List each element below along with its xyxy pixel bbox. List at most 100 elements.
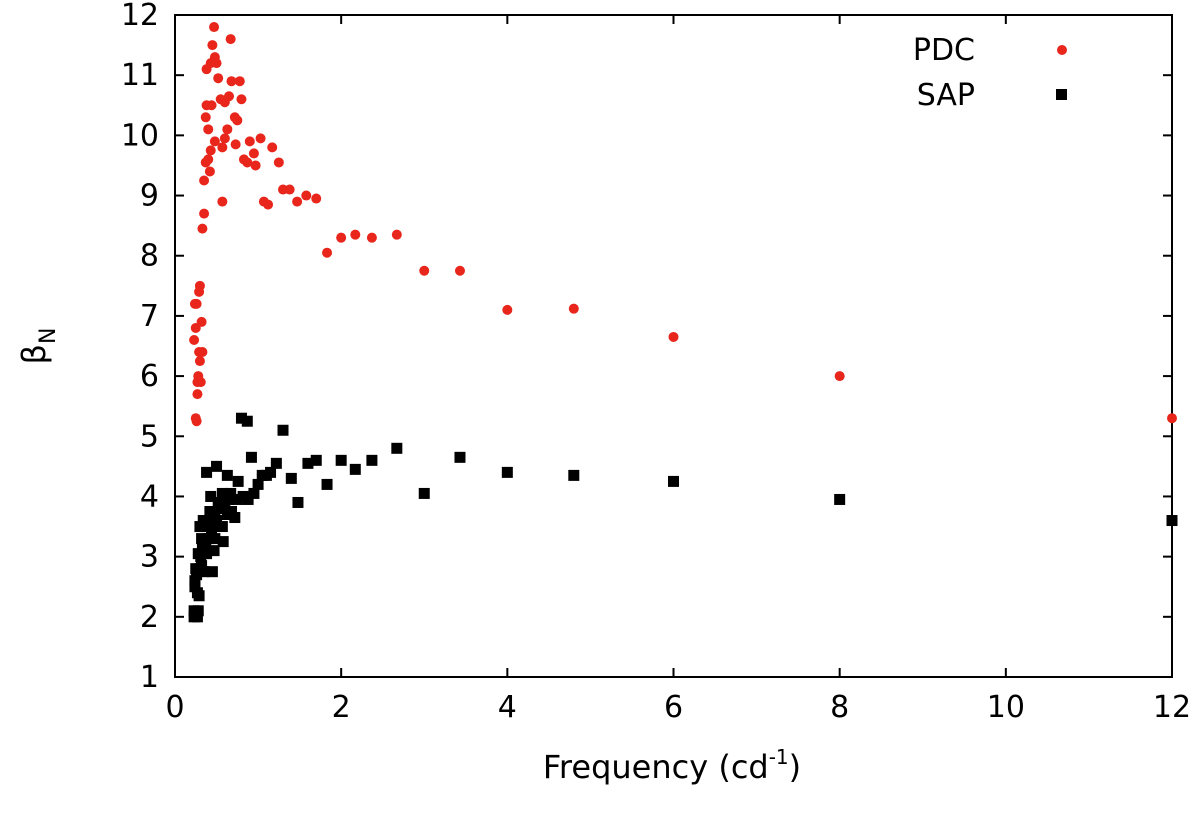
pdc-point	[244, 136, 255, 147]
sap-point	[201, 466, 213, 478]
sap-point	[265, 466, 277, 478]
pdc-point	[217, 142, 228, 153]
y-tick-label: 8	[140, 239, 159, 274]
pdc-point	[194, 356, 205, 367]
sap-point	[366, 454, 378, 466]
x-axis-title: Frequency (cd-1)	[543, 745, 801, 786]
pdc-point	[267, 142, 278, 153]
sap-point	[205, 490, 217, 502]
sap-point	[209, 533, 221, 545]
sap-point	[191, 611, 203, 623]
sap-point	[245, 451, 257, 463]
pdc-point	[213, 73, 224, 84]
sap-point	[211, 515, 223, 527]
y-tick-label: 11	[121, 58, 159, 93]
pdc-point	[200, 112, 211, 123]
sap-point	[195, 551, 207, 563]
plot-frame	[174, 14, 1173, 678]
y-tick-label: 9	[140, 179, 159, 214]
pdc-point	[199, 208, 210, 219]
sap-point	[199, 521, 211, 533]
x-tick-label: 12	[1153, 690, 1191, 725]
y-tick-label: 2	[140, 600, 159, 635]
y-tick-label: 5	[140, 419, 159, 454]
y-tick-label: 1	[140, 660, 159, 695]
sap-point	[208, 545, 220, 557]
sap-point	[302, 457, 314, 469]
pdc-point	[419, 265, 430, 276]
sap-point	[219, 499, 231, 511]
sap-point	[252, 478, 264, 490]
sap-point	[211, 460, 223, 472]
pdc-point	[191, 416, 202, 427]
sap-point	[221, 469, 233, 481]
x-tick-label: 4	[498, 690, 517, 725]
legend-label-pdc: PDC	[913, 33, 975, 68]
sap-point	[232, 475, 244, 487]
legend-label-sap: SAP	[917, 78, 975, 113]
pdc-point	[454, 265, 465, 276]
sap-point	[200, 539, 212, 551]
sap-point	[285, 472, 297, 484]
sap-point	[349, 463, 361, 475]
legend: PDC SAP	[913, 33, 1067, 113]
pdc-point	[197, 223, 208, 234]
sap-point	[217, 536, 229, 548]
sap-point	[189, 575, 201, 587]
y-tick-label: 12	[121, 0, 159, 33]
sap-point	[501, 466, 513, 478]
sap-point	[225, 487, 237, 499]
legend-marker-sap	[1056, 89, 1067, 100]
sap-point	[270, 457, 282, 469]
pdc-point	[1167, 413, 1177, 424]
pdc-point	[248, 148, 259, 159]
pdc-point	[211, 58, 222, 69]
pdc-point	[236, 94, 247, 105]
sap-point	[248, 487, 260, 499]
sap-point	[335, 454, 347, 466]
pdc-point	[197, 347, 208, 358]
pdc-point	[203, 124, 214, 135]
pdc-point	[263, 199, 274, 210]
pdc-point	[232, 115, 243, 126]
x-tick-label: 0	[165, 690, 184, 725]
sap-point	[292, 496, 304, 508]
sap-point	[668, 475, 679, 487]
sap-point	[223, 493, 235, 505]
sap-point	[198, 566, 210, 578]
y-tick-label: 4	[140, 479, 159, 514]
pdc-point	[207, 40, 218, 51]
pdc-point	[234, 76, 245, 87]
pdc-point	[203, 154, 214, 165]
sap-point	[229, 512, 241, 524]
pdc-point	[502, 304, 513, 315]
pdc-point	[284, 184, 295, 195]
pdc-point	[217, 196, 228, 207]
pdc-point	[191, 298, 202, 309]
pdc-point	[205, 145, 216, 156]
sap-point	[568, 469, 580, 481]
sap-point	[241, 415, 253, 427]
x-tick-label: 10	[987, 690, 1025, 725]
pdc-point	[196, 316, 207, 327]
pdc-point	[230, 139, 241, 150]
sap-point	[391, 442, 403, 454]
pdc-point	[209, 136, 220, 147]
sap-point	[196, 533, 208, 545]
sap-point	[189, 581, 201, 593]
sap-point	[277, 424, 289, 436]
sap-point	[1166, 515, 1178, 527]
y-tick-label: 3	[140, 540, 159, 575]
y-tick-label: 6	[140, 359, 159, 394]
sap-point	[209, 509, 221, 521]
pdc-point	[322, 247, 333, 258]
pdc-point	[350, 229, 361, 240]
sap-point	[834, 493, 846, 505]
pdc-point	[195, 377, 206, 388]
sap-point	[196, 560, 208, 572]
pdc-point	[204, 166, 215, 177]
pdc-point	[194, 280, 205, 291]
y-tick-label: 7	[140, 299, 159, 334]
sap-point	[202, 533, 214, 545]
x-tick-label: 6	[664, 690, 683, 725]
